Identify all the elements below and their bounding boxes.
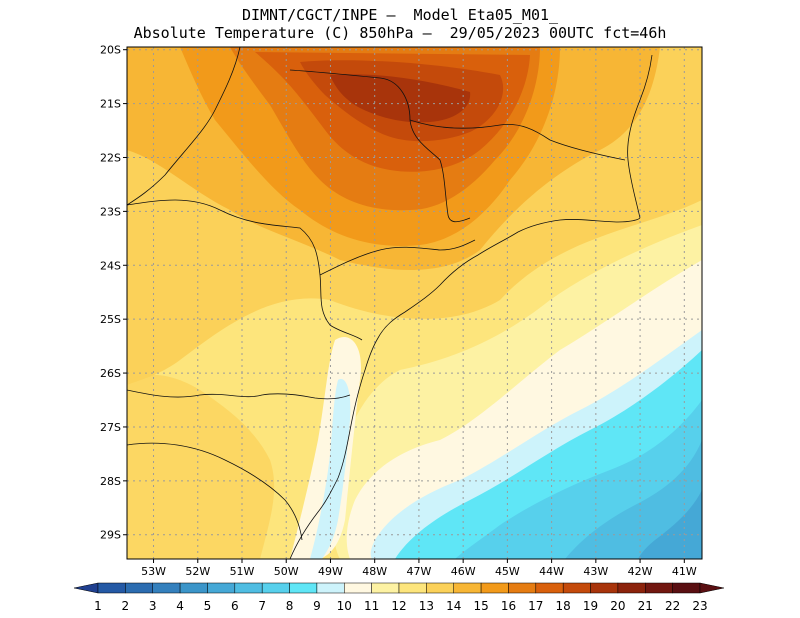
colorbar-swatch bbox=[645, 582, 673, 594]
y-tick-label: 27S bbox=[100, 421, 121, 434]
colorbar-label: 20 bbox=[610, 599, 625, 613]
y-tick-label: 25S bbox=[100, 313, 121, 326]
colorbar-label: 8 bbox=[286, 599, 294, 613]
colorbar-swatch bbox=[590, 582, 619, 594]
colorbar-label: 7 bbox=[258, 599, 266, 613]
colorbar-swatch bbox=[261, 582, 290, 594]
longitude-ticks: 53W 52W 51W 50W 49W 48W 47W 46W 45W 44W 43W 42W 41W bbox=[141, 559, 697, 578]
colorbar-label: 22 bbox=[665, 599, 680, 613]
colorbar-swatch bbox=[371, 582, 400, 594]
colorbar-swatch bbox=[535, 582, 564, 594]
colorbar-swatch bbox=[125, 582, 153, 594]
latitude-ticks: 20S 21S 22S 23S 24S 25S 26S 27S 28S 29S bbox=[100, 44, 127, 542]
x-tick-label: 48W bbox=[362, 565, 387, 578]
colorbar-swatch bbox=[453, 582, 482, 594]
colorbar-label: 15 bbox=[473, 599, 488, 613]
x-tick-label: 47W bbox=[406, 565, 431, 578]
colorbar-swatch bbox=[179, 582, 208, 594]
colorbar-swatch bbox=[97, 582, 126, 594]
x-tick-label: 41W bbox=[672, 565, 697, 578]
state-border-3 bbox=[127, 442, 303, 541]
colorbar-label: 23 bbox=[692, 599, 707, 613]
colorbar-label: 5 bbox=[204, 599, 212, 613]
field-level-20 bbox=[330, 74, 471, 123]
y-tick-label: 20S bbox=[100, 44, 121, 57]
state-border-1 bbox=[127, 199, 363, 341]
colorbar-swatch bbox=[316, 582, 345, 594]
y-tick-label: 28S bbox=[100, 475, 121, 488]
colorbar-label: 19 bbox=[583, 599, 598, 613]
colorbar-label: 6 bbox=[231, 599, 239, 613]
colorbar-label: 1 bbox=[94, 599, 102, 613]
state-border-4 bbox=[319, 239, 476, 276]
colorbar-label: 14 bbox=[446, 599, 461, 613]
y-tick-label: 24S bbox=[100, 259, 121, 272]
x-tick-label: 45W bbox=[495, 565, 520, 578]
colorbar-swatch bbox=[289, 582, 318, 594]
x-tick-label: 52W bbox=[185, 565, 210, 578]
grid-lines bbox=[127, 47, 702, 559]
state-border-7 bbox=[409, 119, 626, 161]
x-tick-label: 44W bbox=[539, 565, 564, 578]
colorbar-label: 21 bbox=[638, 599, 653, 613]
x-tick-label: 42W bbox=[628, 565, 653, 578]
state-border-6 bbox=[289, 69, 471, 223]
y-tick-label: 21S bbox=[100, 98, 121, 111]
x-tick-label: 50W bbox=[274, 565, 299, 578]
colorbar-swatch bbox=[617, 582, 646, 594]
x-tick-label: 51W bbox=[230, 565, 255, 578]
colorbar-label: 18 bbox=[556, 599, 571, 613]
y-tick-label: 23S bbox=[100, 205, 121, 218]
colorbar-swatch bbox=[562, 582, 591, 594]
coastline-north bbox=[627, 54, 653, 219]
colorbar-swatch bbox=[234, 582, 263, 594]
colorbar-label: 10 bbox=[337, 599, 352, 613]
colorbar-label: 17 bbox=[528, 599, 543, 613]
colorbar-swatch bbox=[508, 582, 537, 594]
y-tick-label: 22S bbox=[100, 151, 121, 164]
y-tick-label: 29S bbox=[100, 529, 121, 542]
coastline bbox=[289, 217, 641, 559]
map-title: DIMNT/CGCT/INPE – Model Eta05_M01_ Absol… bbox=[0, 6, 800, 42]
coastline-and-borders bbox=[127, 47, 653, 559]
state-border-5 bbox=[127, 47, 241, 206]
colorbar-label: 2 bbox=[122, 599, 130, 613]
colorbar-label: 11 bbox=[364, 599, 379, 613]
colorbar-swatch bbox=[152, 582, 181, 594]
state-border-2 bbox=[127, 389, 351, 400]
y-tick-label: 26S bbox=[100, 367, 121, 380]
colorbar-arrow-right bbox=[699, 582, 725, 594]
x-tick-label: 53W bbox=[141, 565, 166, 578]
colorbar-label: 16 bbox=[501, 599, 516, 613]
colorbar: 1 2 3 4 5 6 7 8 9 10 11 12 13 14 15 16 17 18 19 20 21 22 23 bbox=[73, 582, 725, 613]
field-level-7 bbox=[565, 440, 702, 559]
colorbar-swatch bbox=[207, 582, 236, 594]
colorbar-swatch bbox=[672, 582, 701, 594]
title-line-2: Absolute Temperature (C) 850hPa – 29/05/… bbox=[133, 24, 667, 42]
plot-frame bbox=[126, 46, 703, 560]
title-line-1: DIMNT/CGCT/INPE – Model Eta05_M01_ bbox=[241, 6, 559, 24]
colorbar-label: 3 bbox=[149, 599, 157, 613]
x-tick-label: 46W bbox=[451, 565, 476, 578]
field-level-6 bbox=[638, 490, 702, 559]
colorbar-label: 9 bbox=[313, 599, 321, 613]
colorbar-label: 13 bbox=[419, 599, 434, 613]
colorbar-label: 12 bbox=[391, 599, 406, 613]
temperature-field bbox=[127, 47, 702, 559]
colorbar-arrow-left bbox=[73, 582, 99, 594]
field-level-14-west bbox=[127, 374, 275, 559]
colorbar-label: 4 bbox=[176, 599, 184, 613]
colorbar-swatch bbox=[344, 582, 372, 594]
colorbar-swatch bbox=[426, 582, 454, 594]
colorbar-swatch bbox=[398, 582, 427, 594]
x-tick-label: 43W bbox=[583, 565, 608, 578]
colorbar-swatch bbox=[480, 582, 509, 594]
x-tick-label: 49W bbox=[318, 565, 343, 578]
field-level-10-coastal bbox=[310, 379, 351, 559]
